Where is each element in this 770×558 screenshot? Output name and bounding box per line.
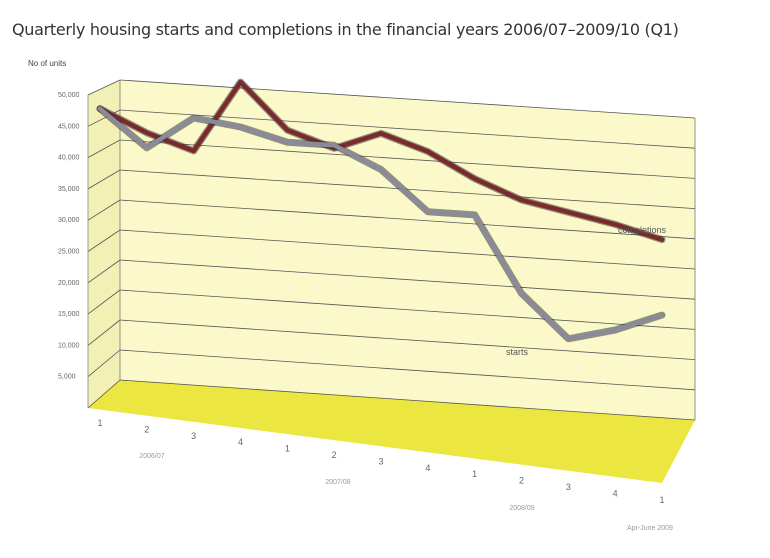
y-tick-label: 15,000 — [58, 311, 80, 318]
data-point-starts — [192, 116, 196, 120]
y-tick-label: 30,000 — [58, 217, 80, 224]
gridline-side — [87, 199, 121, 221]
x-tick-label: 3 — [378, 456, 383, 466]
gridline — [119, 139, 696, 179]
gridline-side — [87, 229, 121, 252]
chart-title: Quarterly housing starts and completions… — [12, 20, 679, 39]
data-point-completions — [285, 128, 289, 132]
gridline-side — [87, 169, 121, 190]
data-point-completions — [520, 198, 523, 202]
x-tick-label: 3 — [566, 482, 571, 492]
gridline — [119, 199, 696, 240]
x-year-label: Apr-June 2009 — [627, 525, 673, 532]
data-point-completions — [379, 131, 383, 135]
gridline-side — [87, 289, 121, 315]
data-point-starts — [285, 140, 289, 144]
x-tick-label: 4 — [238, 437, 243, 447]
y-tick-label: 20,000 — [58, 280, 80, 287]
plot-floor — [88, 380, 695, 483]
gridline-side — [87, 319, 121, 346]
data-point-completions — [426, 150, 430, 154]
data-point-completions — [473, 177, 477, 181]
x-axis-ticks: 1 2 3 4 1 2 3 4 1 2 3 4 1 2006/07 2007/08 2008/09 Apr-Ju… — [97, 418, 673, 532]
x-year-label: 2008/09 — [509, 505, 534, 512]
x-tick-label: 4 — [425, 463, 430, 473]
series-label-starts: starts — [506, 347, 529, 357]
data-point-completions — [613, 222, 617, 226]
y-tick-label: 40,000 — [58, 155, 80, 162]
x-year-label: 2006/07 — [139, 453, 164, 460]
data-point-starts — [145, 146, 149, 150]
gridline — [119, 259, 696, 300]
y-tick-label: 35,000 — [58, 186, 80, 193]
gridline — [119, 349, 696, 391]
x-tick-label: 1 — [97, 418, 102, 428]
data-point-starts — [239, 125, 242, 129]
gridline-side — [87, 139, 121, 158]
x-tick-label: 1 — [285, 444, 290, 454]
y-tick-label: 50,000 — [58, 92, 80, 99]
x-tick-label: 2 — [332, 450, 337, 460]
gridline-side — [87, 259, 121, 284]
x-year-label: 2007/08 — [325, 479, 350, 486]
x-tick-label: 4 — [613, 488, 618, 498]
y-tick-label: 5,000 — [58, 374, 76, 381]
x-tick-label: 1 — [659, 495, 664, 505]
data-point-starts — [520, 291, 523, 295]
y-axis-label: No of units — [28, 59, 66, 68]
data-point-completions — [192, 149, 196, 153]
data-point-starts — [613, 328, 617, 332]
plot-side-wall — [88, 80, 120, 408]
data-point-starts — [332, 143, 336, 147]
gridline — [119, 379, 696, 421]
gridline — [119, 319, 696, 360]
x-tick-label: 3 — [191, 431, 196, 441]
data-point-starts — [660, 313, 664, 317]
x-tick-label: 1 — [472, 469, 477, 479]
data-point-completions — [145, 131, 149, 135]
y-tick-label: 10,000 — [58, 342, 80, 349]
plot-back-wall — [120, 80, 695, 420]
series-lines — [96, 78, 666, 343]
data-point-starts — [426, 210, 430, 214]
gridlines — [87, 79, 696, 421]
y-tick-label: 45,000 — [58, 123, 80, 130]
data-point-completions — [566, 210, 570, 214]
data-point-completions — [239, 80, 242, 84]
gridline — [119, 79, 696, 119]
data-point-completions — [660, 238, 664, 242]
y-axis-ticks: 5,000 10,000 15,000 20,000 25,000 30,000 35,00… — [58, 92, 80, 381]
data-point-starts — [566, 337, 570, 341]
series-label-completions: completions — [618, 225, 667, 235]
gridline-side — [87, 349, 121, 378]
x-tick-label: 2 — [144, 424, 149, 434]
gridline-side — [87, 379, 121, 409]
data-point-starts — [473, 213, 477, 217]
gridline — [119, 289, 696, 330]
data-point-starts — [98, 107, 102, 111]
gridline — [119, 229, 696, 270]
x-tick-label: 2 — [519, 476, 524, 486]
y-tick-label: 25,000 — [58, 249, 80, 256]
data-point-starts — [379, 167, 383, 171]
gridline-side — [87, 79, 121, 96]
